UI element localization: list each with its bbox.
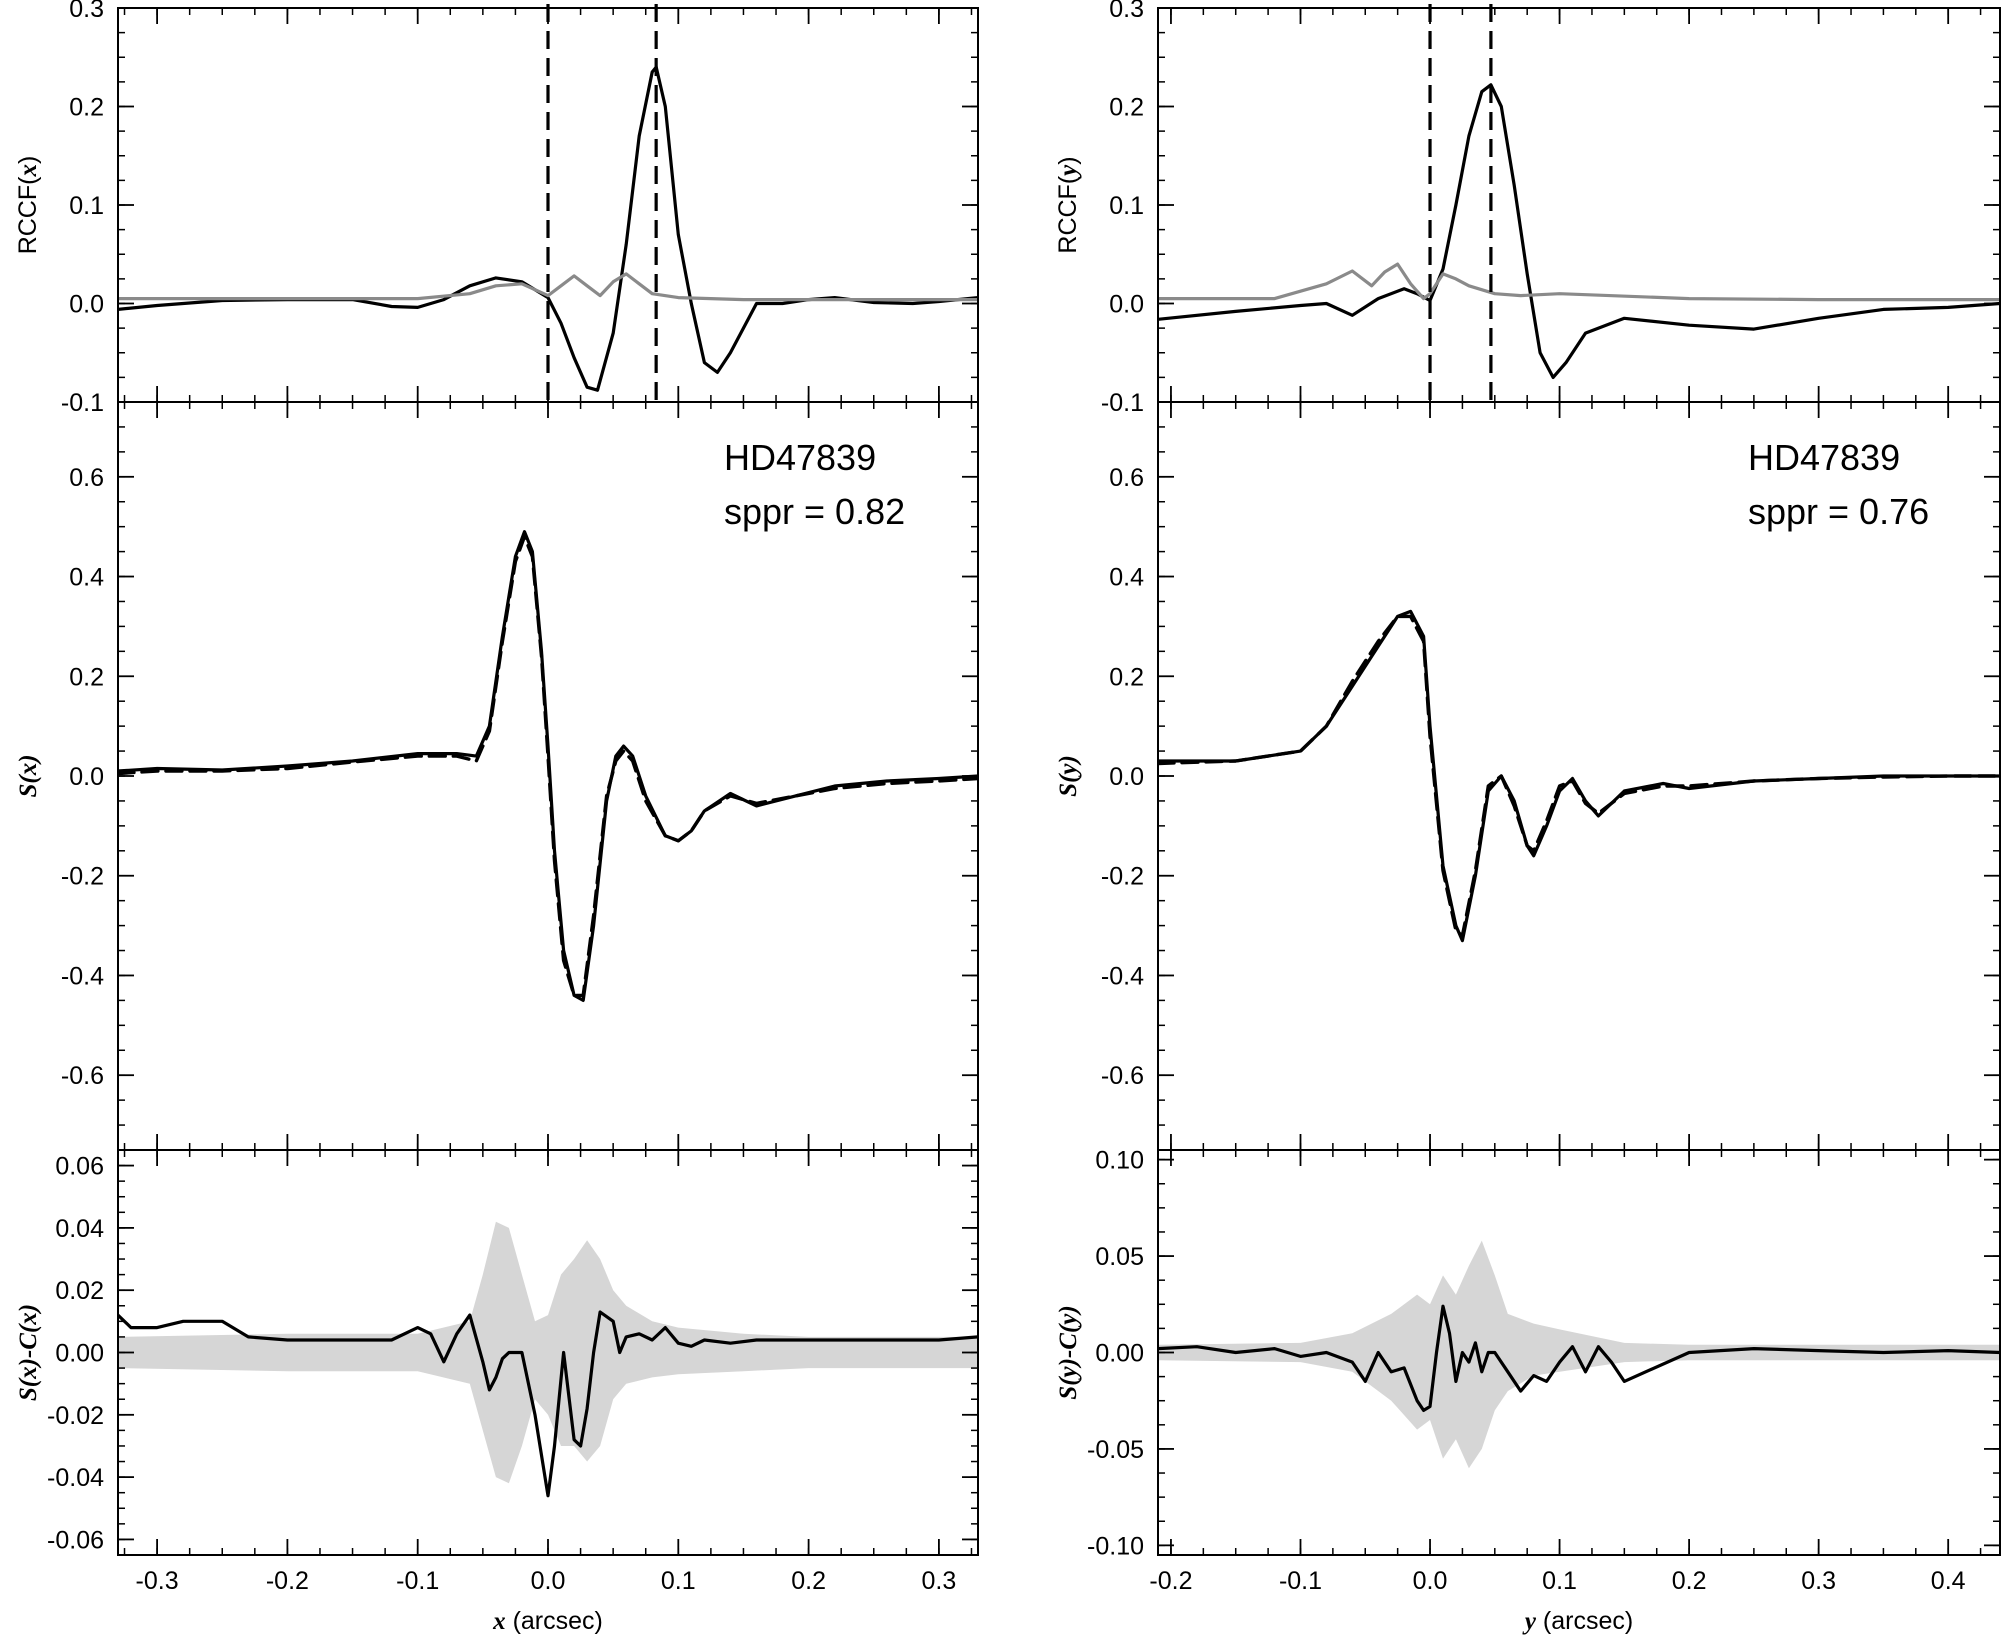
left-signal-ytick-label: -0.6 — [61, 1062, 104, 1090]
right-rccf-ytick-label: 0.2 — [1109, 94, 1144, 122]
right-signal-ytick-label: 0.0 — [1109, 763, 1144, 791]
chart-right: -0.1 0.0 0.1 0.2 0.3 RCCF(y) -0.6 -0.4 -0.2 0.0 0.… — [1054, 0, 2001, 1635]
left-xtick-label: -0.1 — [396, 1567, 439, 1595]
right-rccf-ytick-label: 0.1 — [1109, 192, 1144, 220]
right-signal-ytick-label: -0.4 — [1101, 962, 1144, 990]
right-rccf-ytick-label: 0.3 — [1109, 0, 1144, 23]
right-annotation-line-1: sppr = 0.76 — [1748, 491, 1929, 532]
left-xlabel: x (arcsec) — [492, 1607, 603, 1635]
left-residual-ytick-label: 0.06 — [55, 1153, 104, 1181]
left-xtick-label: 0.0 — [531, 1567, 566, 1595]
right-residual-ytick-label: -0.05 — [1087, 1436, 1144, 1464]
right-xtick-label: -0.2 — [1149, 1567, 1192, 1595]
right-panel-rccf: -0.1 0.0 0.1 0.2 0.3 RCCF(y) — [1054, 0, 2001, 417]
left-xtick-label: -0.3 — [136, 1567, 179, 1595]
right-residual-ytick-label: 0.10 — [1095, 1147, 1144, 1175]
right-signal-ytick-label: 0.4 — [1109, 564, 1144, 592]
left-rccf-plot-area — [118, 65, 978, 392]
left-xtick-label: -0.2 — [266, 1567, 309, 1595]
right-rccf-ytick-label: -0.1 — [1101, 389, 1144, 417]
left-residual-ytick-label: 0.00 — [55, 1340, 104, 1368]
left-signal-series-signal-model — [118, 534, 978, 998]
left-xtick-label: 0.2 — [791, 1567, 826, 1595]
right-panel-signal: -0.6 -0.4 -0.2 0.0 0.2 0.4 0.6 S(y) HD47839 sppr … — [1055, 401, 2001, 1151]
right-residual-plot-area — [1158, 1240, 2000, 1469]
left-signal-ytick-label: 0.4 — [69, 564, 104, 592]
right-residual-ytick-label: 0.00 — [1095, 1340, 1144, 1368]
left-signal-ytick-label: 0.6 — [69, 464, 104, 492]
left-residual-series-residual-curve — [118, 1310, 978, 1498]
left-rccf-ytick-label: 0.3 — [69, 0, 104, 23]
chart-left: -0.1 0.0 0.1 0.2 0.3 RCCF(x) -0.6 -0.4 -0.2 0.0 0.… — [14, 0, 979, 1635]
left-rccf-ylabel: RCCF(x) — [14, 156, 42, 255]
right-residual-ylabel: S(y)-C(y) — [1055, 1305, 1082, 1399]
left-signal-ytick-label: -0.4 — [61, 962, 104, 990]
left-rccf-series-rccf-companion — [118, 65, 978, 392]
right-panel-residual: -0.10 -0.05 0.00 0.05 0.10 S(y)-C(y) — [1055, 1147, 2001, 1560]
left-rccf-ytick-label: 0.2 — [69, 94, 104, 122]
left-residual-ytick-label: -0.04 — [47, 1464, 104, 1492]
right-residual-series-residual-curve — [1158, 1304, 2000, 1412]
right-signal-plot-area — [1158, 609, 2000, 943]
right-xtick-label: 0.2 — [1672, 1567, 1707, 1595]
left-rccf-ytick-label: 0.0 — [69, 291, 104, 319]
left-annotation-line-0: HD47839 — [724, 437, 876, 478]
right-residual-ytick-label: 0.05 — [1095, 1243, 1144, 1271]
left-residual-ylabel: S(x)-C(x) — [15, 1304, 42, 1401]
right-residual-ytick-label: -0.10 — [1087, 1532, 1144, 1560]
right-annotation-line-0: HD47839 — [1748, 437, 1900, 478]
right-xlabel: y (arcsec) — [1522, 1607, 1633, 1635]
right-xtick-label: 0.0 — [1413, 1567, 1448, 1595]
left-panel-signal: -0.6 -0.4 -0.2 0.0 0.2 0.4 0.6 S(x) HD47839 sppr … — [15, 401, 979, 1151]
left-residual-ytick-label: 0.02 — [55, 1277, 104, 1305]
left-annotation-line-1: sppr = 0.82 — [724, 491, 905, 532]
right-signal-ylabel: S(y) — [1055, 755, 1082, 797]
right-xtick-label: 0.4 — [1931, 1567, 1966, 1595]
right-signal-ytick-label: 0.6 — [1109, 464, 1144, 492]
left-panel-rccf: -0.1 0.0 0.1 0.2 0.3 RCCF(x) — [14, 0, 979, 417]
right-rccf-ytick-label: 0.0 — [1109, 291, 1144, 319]
right-rccf-series-rccf-companion — [1158, 83, 2000, 379]
left-signal-plot-area — [118, 530, 978, 1002]
left-panel-residual: -0.06 -0.04 -0.02 0.00 0.02 0.04 0.06 S(x)-C(x) — [15, 1149, 979, 1556]
right-rccf-series-rccf-reference — [1158, 262, 2000, 302]
left-rccf-series-rccf-reference — [118, 272, 978, 302]
left-rccf-ytick-label: 0.1 — [69, 192, 104, 220]
right-xtick-label: 0.1 — [1542, 1567, 1577, 1595]
right-rccf-ylabel: RCCF(y) — [1054, 156, 1082, 253]
left-xtick-label: 0.1 — [661, 1567, 696, 1595]
left-signal-ylabel: S(x) — [15, 754, 42, 797]
left-residual-uncertainty-band — [118, 1221, 978, 1484]
left-signal-ytick-label: 0.2 — [69, 663, 104, 691]
right-rccf-plot-area — [1158, 83, 2000, 379]
left-residual-ytick-label: -0.06 — [47, 1526, 104, 1554]
left-rccf-ytick-label: -0.1 — [61, 389, 104, 417]
left-residual-ytick-label: -0.02 — [47, 1402, 104, 1430]
right-xtick-label: -0.1 — [1279, 1567, 1322, 1595]
left-residual-ytick-label: 0.04 — [55, 1215, 104, 1243]
right-signal-ytick-label: -0.2 — [1101, 863, 1144, 891]
left-signal-ytick-label: 0.0 — [69, 763, 104, 791]
right-xtick-label: 0.3 — [1801, 1567, 1836, 1595]
left-xtick-label: 0.3 — [922, 1567, 957, 1595]
right-signal-series-signal-model — [1158, 614, 2000, 938]
right-signal-ytick-label: 0.2 — [1109, 663, 1144, 691]
left-signal-ytick-label: -0.2 — [61, 863, 104, 891]
right-residual-uncertainty-band — [1158, 1240, 2000, 1469]
right-signal-ytick-label: -0.6 — [1101, 1062, 1144, 1090]
left-residual-plot-area — [118, 1221, 978, 1498]
